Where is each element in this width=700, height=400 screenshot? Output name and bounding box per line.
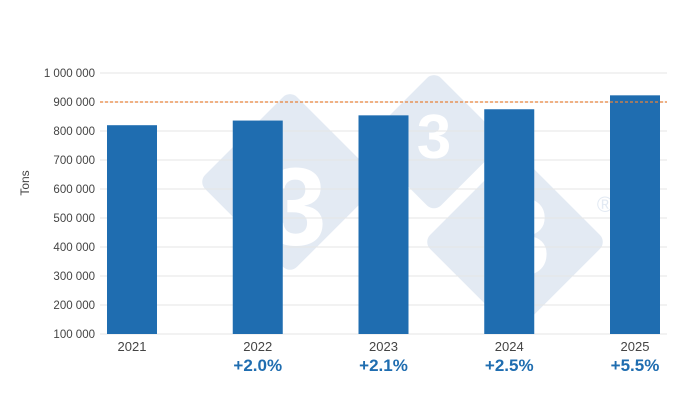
growth-annotation: +2.1% — [359, 356, 408, 375]
y-tick-label: 200 000 — [53, 300, 95, 312]
x-tick-label: 2025 — [621, 339, 650, 354]
registered-mark: ® — [597, 192, 613, 217]
y-tick-label: 800 000 — [53, 126, 95, 138]
growth-annotation: +2.0% — [233, 356, 282, 375]
y-tick-label: 300 000 — [53, 271, 95, 283]
bars — [107, 95, 660, 334]
y-tick-label: 400 000 — [53, 242, 95, 254]
y-tick-label: 900 000 — [53, 97, 95, 109]
growth-annotation: +5.5% — [611, 356, 660, 375]
y-tick-label: 600 000 — [53, 184, 95, 196]
y-tick-label: 500 000 — [53, 213, 95, 225]
y-tick-label: 1 000 000 — [44, 68, 95, 80]
bar-2023 — [358, 115, 409, 334]
bar-2022 — [232, 120, 283, 334]
growth-annotations: +2.0% +2.1% +2.5% +5.5% — [233, 356, 659, 375]
x-axis-ticks: 2021 2022 2023 2024 2025 — [118, 339, 650, 354]
x-tick-label: 2023 — [369, 339, 398, 354]
x-tick-label: 2024 — [495, 339, 524, 354]
x-tick-label: 2021 — [118, 339, 147, 354]
watermark-glyph-2: 3 — [417, 103, 451, 172]
growth-annotation: +2.5% — [485, 356, 534, 375]
bar-2021 — [107, 125, 157, 334]
y-axis-label: Tons — [18, 170, 32, 195]
y-axis-ticks: 100 000 200 000 300 000 400 000 500 000 600 0… — [44, 68, 95, 341]
x-tick-label: 2022 — [243, 339, 272, 354]
y-tick-label: 700 000 — [53, 155, 95, 167]
y-tick-label: 100 000 — [53, 329, 95, 341]
bar-2024 — [484, 109, 535, 334]
bar-2025 — [610, 95, 660, 334]
